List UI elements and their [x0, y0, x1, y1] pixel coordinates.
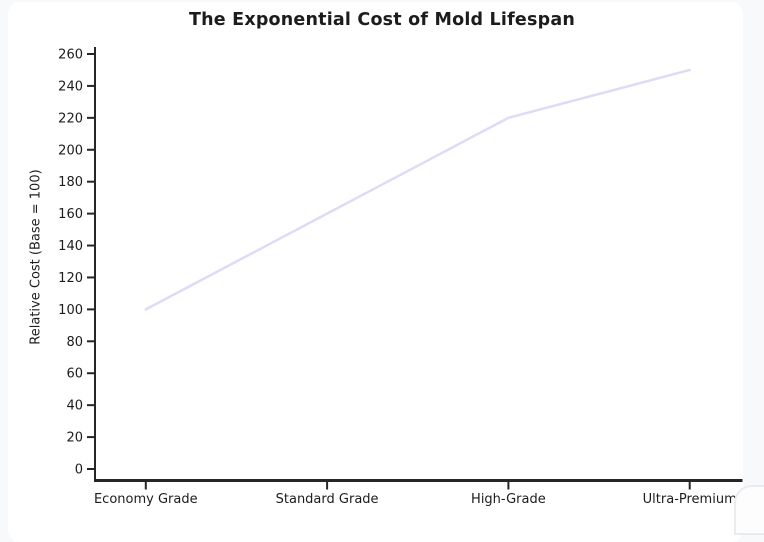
- y-tick-label: 80: [66, 335, 83, 350]
- y-tick-label: 180: [58, 175, 83, 190]
- x-tick-label: High-Grade: [471, 492, 546, 507]
- cost-line-series: [144, 68, 691, 311]
- y-tick-label: 220: [58, 111, 83, 126]
- y-tick-label: 100: [58, 303, 83, 318]
- x-tick-label: Economy Grade: [94, 492, 198, 507]
- x-tick-label: Ultra-Premium: [643, 492, 737, 507]
- y-tick-label: 240: [58, 79, 83, 94]
- y-tick-label: 140: [58, 239, 83, 254]
- page-background: { "page": { "background_color": "#f8f9fa…: [28, 10, 764, 535]
- y-tick-label: 20: [66, 431, 83, 446]
- chart-title: The Exponential Cost of Mold Lifespan: [189, 10, 575, 30]
- y-tick-label: 40: [66, 399, 83, 414]
- y-tick-label: 120: [58, 271, 83, 286]
- y-tick-label: 200: [58, 143, 83, 158]
- y-tick-label: 260: [58, 48, 83, 63]
- corner-card-edge: [734, 485, 764, 535]
- y-tick-label: 60: [66, 367, 83, 382]
- line-chart: 0 20 40 60 80 100 120 140 160 180 200 220 240 260 Econ…: [58, 47, 743, 507]
- y-tick-label: 160: [58, 207, 83, 222]
- y-tick-label: 0: [75, 463, 83, 478]
- chart-card: [8, 2, 743, 542]
- x-tick-label: Standard Grade: [276, 492, 379, 507]
